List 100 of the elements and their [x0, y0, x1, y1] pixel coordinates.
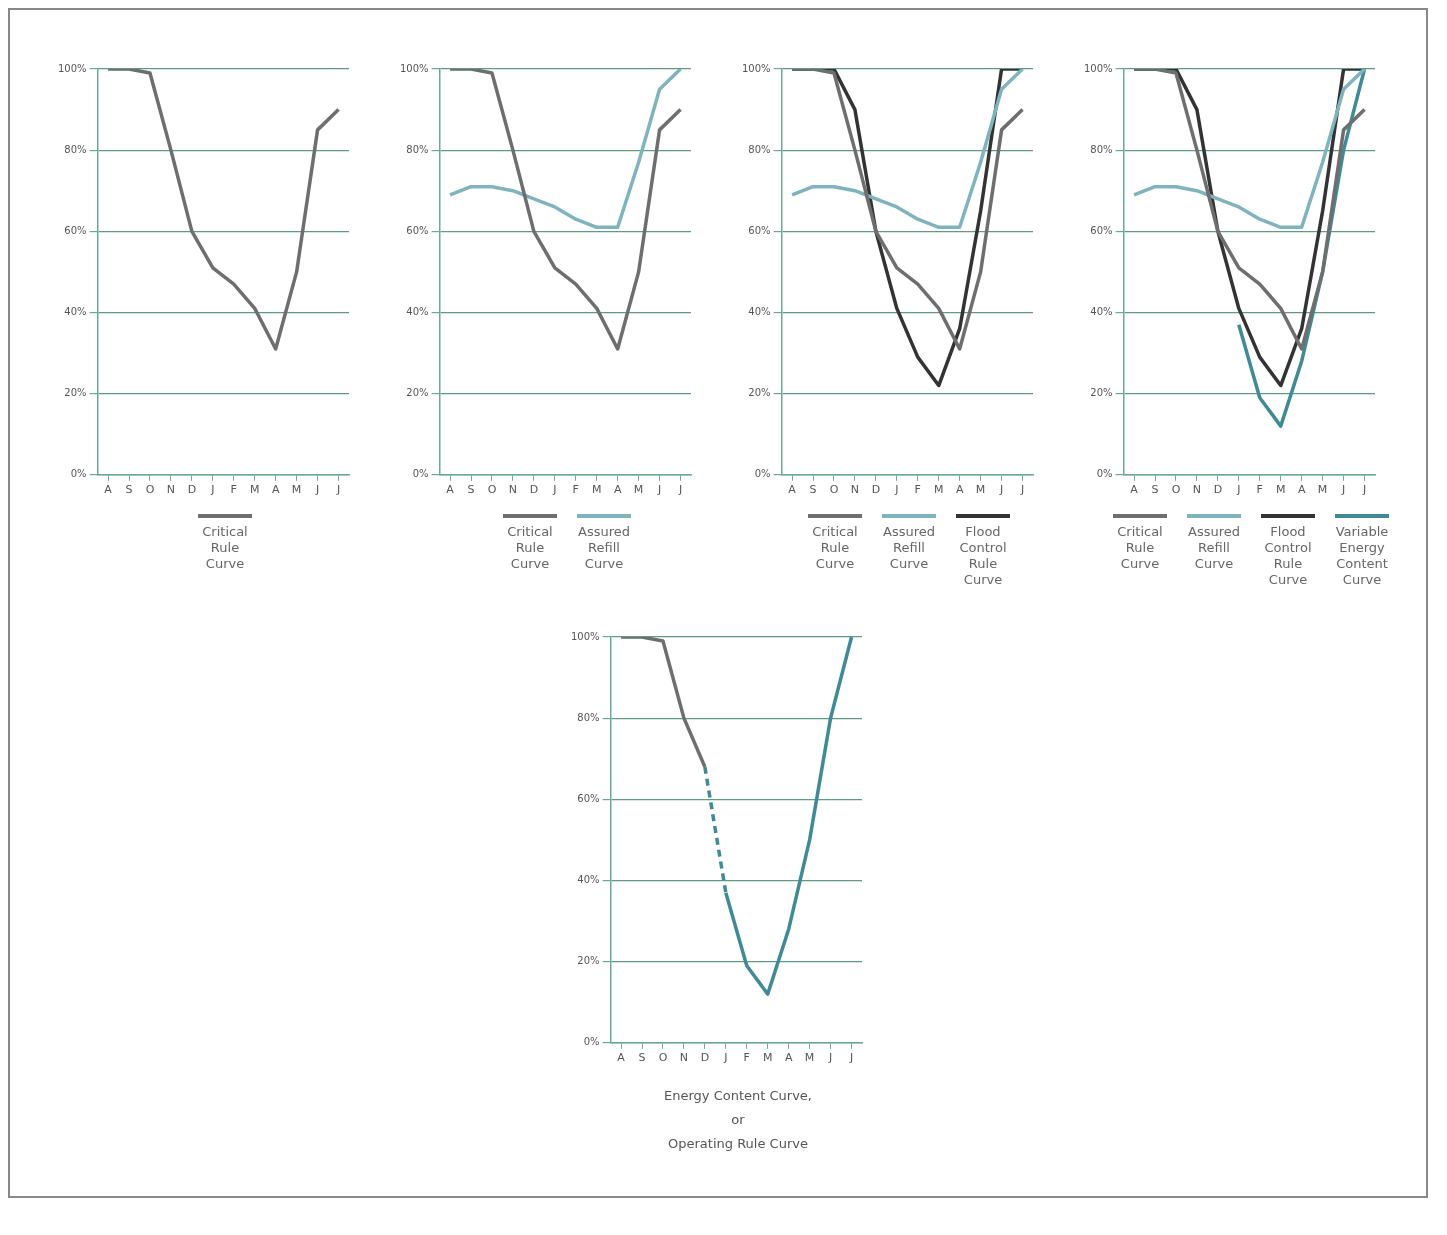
x-tick-label: O [658, 1051, 668, 1065]
legend-label: Variable Energy Content Curve [1335, 524, 1389, 588]
y-tick-label: 20% [748, 387, 771, 399]
y-tick-label: 80% [64, 143, 87, 155]
legend-label: Critical Rule Curve [1117, 524, 1163, 572]
x-tick-label: M [1275, 483, 1286, 497]
x-tick-label: S [467, 483, 475, 497]
x-tick-label: A [955, 483, 964, 497]
x-tick-label: A [1130, 483, 1139, 497]
x-tick-label: S [1151, 483, 1159, 497]
x-tick-label: A [446, 483, 455, 497]
x-tick-label: J [998, 483, 1004, 497]
x-tick-label: J [335, 483, 341, 497]
y-tick-label: 60% [406, 224, 429, 236]
x-tick-label: J [848, 1051, 854, 1065]
x-tick-label: A [104, 483, 113, 497]
y-tick-label: 0% [583, 1036, 600, 1048]
legend-label: Critical Rule Curve [507, 524, 553, 572]
y-tick-label: 20% [406, 387, 429, 399]
legend-label: Critical Rule Curve [812, 524, 858, 572]
x-tick-label: M [804, 1051, 815, 1065]
x-tick-label: J [552, 483, 557, 497]
x-tick-label: A [788, 483, 797, 497]
x-tick-label: M [933, 483, 944, 497]
x-tick-label: F [743, 1051, 750, 1065]
y-tick-label: 0% [754, 468, 771, 480]
x-tick-label: J [1361, 483, 1367, 497]
x-tick-label: M [1317, 483, 1328, 497]
y-tick-label: 60% [748, 224, 771, 236]
x-tick-label: D [187, 483, 197, 497]
y-tick-label: 0% [1096, 468, 1113, 480]
legend-label: Assured Refill Curve [1188, 524, 1240, 572]
legend-label: Assured Refill Curve [883, 524, 935, 572]
x-tick-label: J [677, 483, 683, 497]
x-tick-label: D [700, 1051, 710, 1065]
y-tick-label: 0% [412, 468, 429, 480]
x-tick-label: D [529, 483, 539, 497]
y-tick-label: 80% [748, 143, 771, 155]
y-tick-label: 100% [400, 62, 429, 74]
x-tick-label: J [894, 483, 899, 497]
legend-label: Flood Control Rule Curve [1264, 524, 1312, 588]
y-tick-label: 100% [1084, 62, 1113, 74]
y-tick-label: 40% [577, 874, 600, 886]
y-tick-label: 20% [577, 955, 600, 967]
x-tick-label: O [829, 483, 839, 497]
x-tick-label: S [125, 483, 133, 497]
y-tick-label: 0% [70, 468, 87, 480]
x-tick-label: N [1192, 483, 1202, 497]
x-tick-label: S [809, 483, 817, 497]
x-tick-label: J [314, 483, 320, 497]
x-tick-label: O [487, 483, 497, 497]
y-tick-label: 100% [571, 630, 600, 642]
legend-label: Flood Control Rule Curve [959, 524, 1007, 588]
x-tick-label: M [762, 1051, 773, 1065]
y-tick-label: 100% [58, 62, 87, 74]
y-tick-label: 40% [748, 306, 771, 318]
y-tick-label: 100% [742, 62, 771, 74]
text: Operating Rule Curve [667, 1135, 809, 1153]
y-tick-label: 60% [577, 792, 600, 804]
x-tick-label: S [638, 1051, 646, 1065]
x-tick-label: A [784, 1051, 793, 1065]
y-tick-label: 60% [64, 224, 87, 236]
x-tick-label: M [249, 483, 260, 497]
x-tick-label: A [271, 483, 280, 497]
x-tick-label: N [166, 483, 176, 497]
y-tick-label: 60% [1090, 224, 1113, 236]
x-tick-label: F [1256, 483, 1263, 497]
x-tick-label: F [572, 483, 579, 497]
x-tick-label: J [1340, 483, 1346, 497]
x-tick-label: N [508, 483, 518, 497]
y-tick-label: 80% [577, 711, 600, 723]
y-tick-label: 40% [1090, 306, 1113, 318]
x-tick-label: A [617, 1051, 626, 1065]
y-tick-label: 40% [406, 306, 429, 318]
x-tick-label: M [633, 483, 644, 497]
x-tick-label: J [210, 483, 215, 497]
y-tick-label: 40% [64, 306, 87, 318]
text: or [730, 1111, 746, 1129]
x-tick-label: J [1236, 483, 1241, 497]
y-tick-label: 80% [406, 143, 429, 155]
x-tick-label: M [591, 483, 602, 497]
y-tick-label: 20% [64, 387, 87, 399]
legend-label: Assured Refill Curve [578, 524, 630, 572]
x-tick-label: N [679, 1051, 689, 1065]
x-tick-label: A [613, 483, 622, 497]
x-tick-label: M [975, 483, 986, 497]
legend-label: Critical Rule Curve [202, 524, 248, 572]
x-tick-label: M [291, 483, 302, 497]
y-tick-label: 20% [1090, 387, 1113, 399]
x-tick-label: A [1297, 483, 1306, 497]
x-tick-label: J [1019, 483, 1025, 497]
y-tick-label: 80% [1090, 143, 1113, 155]
text: Energy Content Curve, [664, 1087, 812, 1105]
x-tick-label: F [914, 483, 921, 497]
x-tick-label: J [723, 1051, 728, 1065]
x-tick-label: N [850, 483, 860, 497]
x-tick-label: O [145, 483, 155, 497]
x-tick-label: F [230, 483, 237, 497]
x-tick-label: D [871, 483, 881, 497]
x-tick-label: D [1213, 483, 1223, 497]
